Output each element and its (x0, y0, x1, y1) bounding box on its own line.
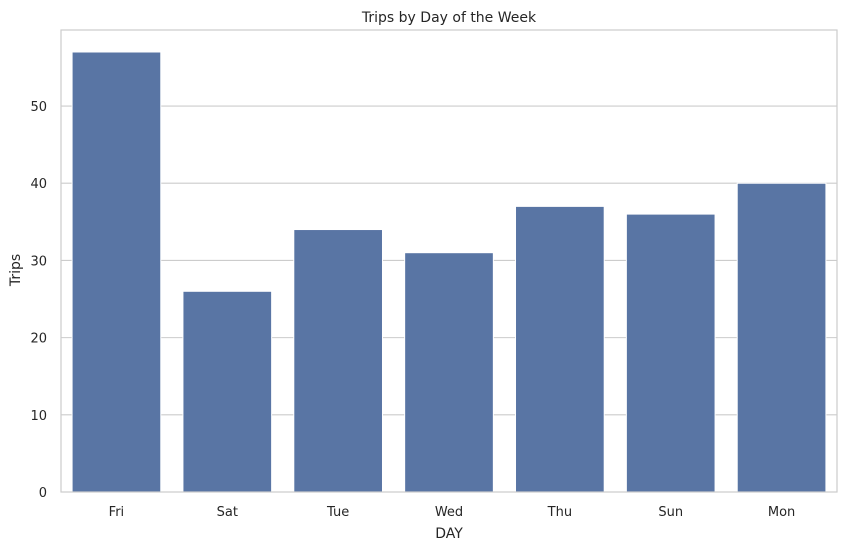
x-tick-label-tue: Tue (326, 505, 349, 520)
x-tick-labels: Fri Sat Tue Wed Thu Sun Mon (109, 505, 796, 520)
x-tick-label-fri: Fri (109, 505, 125, 520)
y-tick-label: 10 (30, 409, 47, 424)
bar-wed (404, 252, 494, 493)
bar-tue (293, 229, 383, 493)
bar-sat (182, 290, 273, 493)
y-tick-label: 30 (30, 254, 47, 269)
y-tick-labels: 0 10 20 30 40 50 (30, 100, 47, 501)
x-tick-label-sun: Sun (658, 505, 683, 520)
x-tick-label-thu: Thu (547, 505, 572, 520)
y-tick-label: 0 (39, 486, 47, 501)
x-tick-label-wed: Wed (435, 505, 463, 520)
bar-mon (736, 182, 827, 493)
y-tick-label: 40 (30, 177, 47, 192)
chart-title: Trips by Day of the Week (361, 10, 537, 26)
y-tick-label: 50 (30, 100, 47, 115)
y-axis-label: Trips (8, 254, 24, 287)
bar-fri (71, 51, 162, 493)
bar-thu (515, 205, 605, 493)
bar-sun (625, 213, 716, 493)
plot-frame (60, 29, 838, 493)
x-axis-label: DAY (435, 526, 463, 542)
y-tick-label: 20 (30, 332, 47, 347)
x-tick-label-mon: Mon (768, 505, 795, 520)
bars (71, 51, 827, 493)
x-tick-label-sat: Sat (217, 505, 238, 520)
